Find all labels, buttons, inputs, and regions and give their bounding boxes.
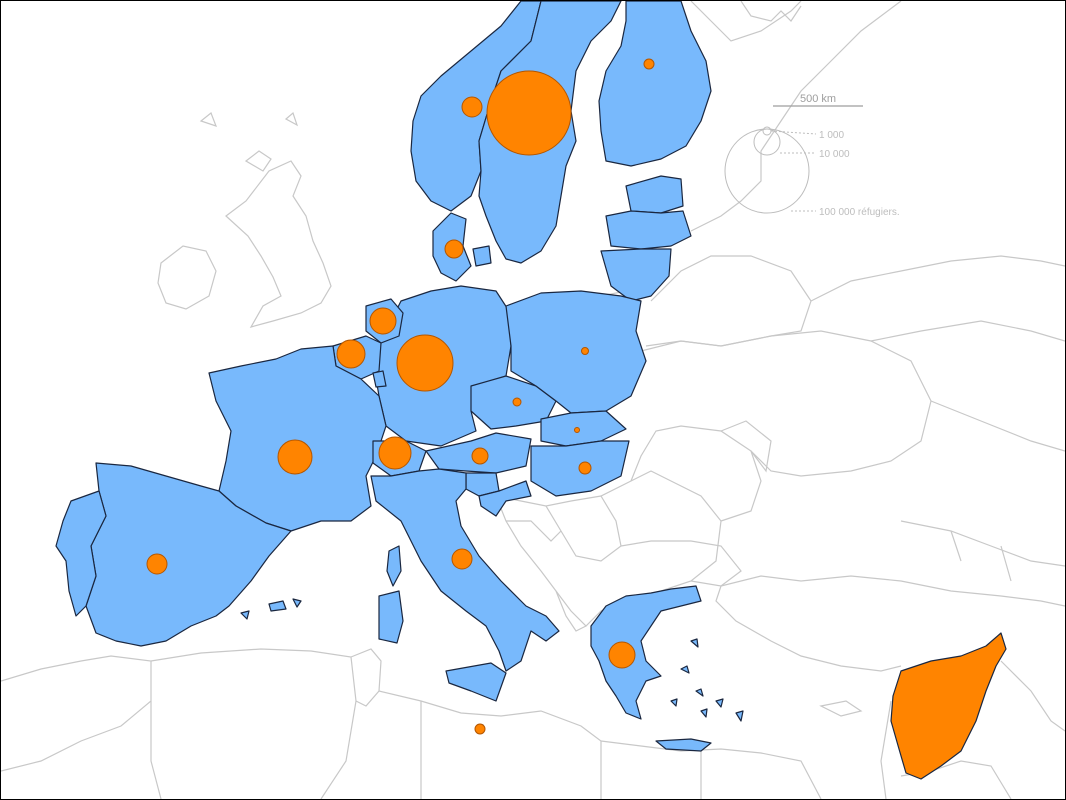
legend-label-1000: 1 000 bbox=[819, 130, 844, 141]
circle-denmark bbox=[444, 239, 464, 259]
bulgaria-outline bbox=[620, 540, 742, 587]
circle-poland bbox=[581, 347, 589, 355]
eu-countries bbox=[55, 1, 744, 752]
portugal-shape bbox=[55, 490, 107, 617]
moldova-outline bbox=[720, 420, 772, 473]
uk-scotland-isles bbox=[244, 111, 299, 172]
scale-bar: 500 km bbox=[773, 93, 863, 107]
size-legend bbox=[724, 126, 817, 214]
legend-circle-10000 bbox=[753, 128, 781, 156]
turkey-outline bbox=[715, 575, 1065, 672]
uk-outline bbox=[225, 160, 332, 328]
greece-shape bbox=[590, 585, 702, 720]
denmark-island bbox=[472, 245, 492, 267]
cyprus-outline bbox=[819, 700, 863, 717]
croatia-shape bbox=[478, 480, 532, 517]
finland-shape bbox=[598, 1, 712, 167]
arctic-islands-outline bbox=[740, 1, 802, 22]
slovakia-shape bbox=[540, 410, 627, 447]
france-shape bbox=[208, 345, 387, 532]
circle-spain bbox=[146, 553, 168, 575]
caucasus-outline bbox=[900, 520, 1065, 582]
algeria-outline bbox=[150, 648, 357, 799]
egypt-outline bbox=[600, 740, 822, 799]
circle-norway bbox=[461, 96, 483, 118]
circle-sweden bbox=[486, 70, 572, 156]
circle-france bbox=[277, 439, 313, 475]
circle-switzerland bbox=[378, 436, 412, 470]
syria-shape bbox=[890, 632, 1007, 780]
lithuania-shape bbox=[600, 248, 672, 302]
aegean-islands bbox=[670, 638, 744, 722]
latvia-shape bbox=[605, 210, 692, 250]
refugee-circles bbox=[146, 58, 655, 735]
serbia-outline bbox=[545, 495, 622, 562]
circle-belgium bbox=[336, 339, 366, 369]
estonia-shape bbox=[625, 175, 684, 214]
crete-shape bbox=[655, 738, 712, 752]
legend-label-10000: 10 000 bbox=[819, 149, 850, 160]
circle-malta bbox=[474, 723, 486, 735]
russia-west-outline bbox=[810, 255, 1065, 452]
tunisia-outline bbox=[350, 648, 382, 707]
legend-label-100000: 100 000 réfugiers. bbox=[819, 207, 900, 218]
bosnia-outline bbox=[506, 520, 562, 542]
poland-shape bbox=[505, 290, 647, 414]
corsica-shape bbox=[386, 545, 402, 587]
albania-outline bbox=[555, 590, 587, 632]
kola-outline bbox=[690, 1, 802, 42]
ireland-outline bbox=[157, 245, 217, 310]
circle-netherlands bbox=[369, 307, 397, 335]
ukraine-outline bbox=[640, 330, 932, 477]
italy-shape bbox=[370, 468, 560, 672]
morocco-outline bbox=[1, 655, 152, 772]
libya-outline bbox=[378, 690, 602, 799]
circle-finland bbox=[643, 58, 655, 70]
scale-bar-label: 500 km bbox=[800, 93, 836, 105]
sardinia-shape bbox=[378, 590, 404, 644]
iraq-outline bbox=[1000, 660, 1065, 732]
lebanon-israel-outline bbox=[880, 700, 892, 799]
circle-greece bbox=[608, 641, 636, 669]
circle-germany bbox=[396, 334, 454, 392]
faroe-outline bbox=[199, 112, 218, 127]
sicily-shape bbox=[445, 662, 507, 702]
balearic-shape bbox=[240, 598, 302, 620]
romania-outline bbox=[630, 425, 762, 522]
circle-austria bbox=[471, 447, 489, 465]
legend-leader-1000 bbox=[770, 130, 817, 135]
belarus-outline bbox=[645, 255, 812, 347]
circle-slovakia bbox=[574, 427, 580, 433]
luxembourg-shape bbox=[372, 370, 387, 388]
circle-czech bbox=[512, 397, 522, 407]
legend-circle-1000 bbox=[762, 126, 772, 136]
baltic-russia-outline bbox=[690, 1, 902, 232]
circle-hungary bbox=[578, 461, 592, 475]
circle-italy bbox=[451, 548, 473, 570]
